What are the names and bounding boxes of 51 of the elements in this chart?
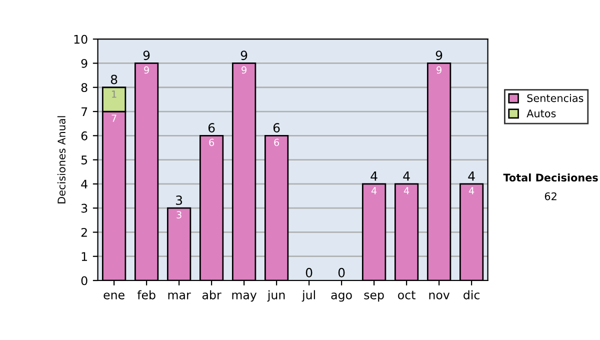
total-label: 3 — [176, 195, 182, 205]
y-tick-label: 1 — [82, 252, 87, 261]
data-label: 3 — [176, 211, 182, 218]
x-tick-label: jul — [302, 290, 315, 302]
total-label: 9 — [240, 50, 248, 60]
data-label: 4 — [371, 187, 377, 194]
y-axis-title: Decisiones Anual — [57, 116, 66, 204]
data-label: 9 — [436, 66, 442, 74]
total-label: 4 — [370, 172, 378, 181]
y-tick-label: 7 — [82, 107, 88, 116]
legend-label: Sentencias — [527, 94, 584, 102]
total-label: 0 — [338, 268, 345, 278]
x-tick-label: mar — [168, 292, 191, 300]
text: 62 — [544, 192, 556, 200]
x-tick-label: may — [232, 292, 257, 302]
total-label: 9 — [436, 50, 442, 60]
data-label: 9 — [242, 66, 246, 74]
x-tick-label: ago — [331, 292, 352, 302]
y-tick-label: 2 — [81, 228, 87, 237]
total-label: 9 — [143, 50, 150, 60]
total-label: 0 — [306, 268, 312, 278]
y-tick-label: 9 — [81, 58, 88, 68]
y-tick-label: 5 — [81, 156, 88, 164]
y-tick-label: 8 — [81, 83, 88, 92]
y-tick-label: 6 — [81, 131, 88, 140]
data-label: 4 — [404, 187, 410, 194]
data-label: 9 — [144, 66, 149, 74]
y-tick-label: 10 — [74, 34, 88, 44]
total-label: 8 — [110, 74, 118, 84]
total-label: 4 — [468, 172, 475, 181]
data-label: 4 — [468, 187, 474, 194]
data-label: 6 — [274, 138, 280, 146]
x-tick-label: dic — [464, 290, 480, 300]
x-tick-label: oct — [398, 290, 416, 300]
x-tick-label: ene — [104, 292, 124, 300]
total-label: 6 — [208, 123, 215, 133]
x-tick-label: feb — [137, 290, 156, 300]
y-tick-label: 4 — [81, 180, 88, 188]
legend-label: Autos — [526, 110, 556, 118]
y-tick-label: 0 — [81, 276, 88, 286]
x-tick-label: abr — [202, 290, 222, 300]
data-label: 1 — [112, 90, 116, 98]
total-label: 4 — [403, 172, 410, 181]
x-tick-label: nov — [429, 292, 450, 300]
y-tick-label: 3 — [81, 204, 88, 213]
x-tick-label: sep — [364, 292, 384, 302]
data-label: 6 — [209, 138, 214, 146]
x-tick-label: jun — [267, 290, 285, 302]
total-label: 6 — [273, 123, 280, 133]
text: Total Decisiones — [503, 173, 598, 182]
data-label: 7 — [112, 114, 116, 122]
